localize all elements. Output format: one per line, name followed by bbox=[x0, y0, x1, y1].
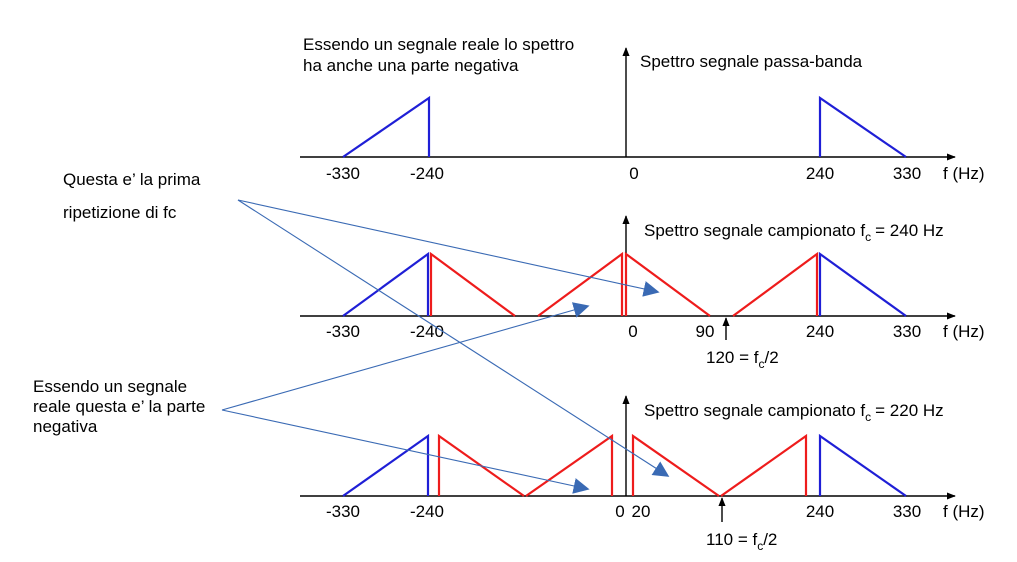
panel-title: Spettro segnale passa-banda bbox=[640, 52, 863, 71]
half-fc-label: 120 = fc/2 bbox=[706, 348, 779, 371]
annotation-text: Essendo un segnale bbox=[33, 377, 187, 396]
replica-triangle bbox=[624, 251, 711, 317]
annotation-text: negativa bbox=[33, 417, 98, 436]
axis-unit-label: f (Hz) bbox=[943, 164, 985, 183]
axis-unit-label: f (Hz) bbox=[943, 322, 985, 341]
annotation-negative-part: Essendo un segnale reale questa e’ la pa… bbox=[33, 302, 590, 494]
tick-label: 0 bbox=[615, 502, 624, 521]
replica-triangle bbox=[631, 433, 720, 497]
tick-label: 330 bbox=[893, 164, 921, 183]
tick-label: -240 bbox=[410, 164, 444, 183]
annotation-first-replica: Questa e’ la prima ripetizione di fc bbox=[63, 170, 670, 477]
annotation-arrow bbox=[221, 302, 590, 411]
tick-label: 240 bbox=[806, 502, 834, 521]
annotation-text: Questa e’ la prima bbox=[63, 170, 201, 189]
note-line-2: ha anche una parte negativa bbox=[303, 56, 519, 75]
tick-label: 330 bbox=[893, 502, 921, 521]
tick-label: -330 bbox=[326, 164, 360, 183]
tick-label: 20 bbox=[632, 502, 651, 521]
half-fc-label: 110 = fc/2 bbox=[706, 530, 777, 553]
spectrum-triangle-negative bbox=[342, 433, 430, 497]
annotation-text: reale questa e’ la parte bbox=[33, 397, 205, 416]
replica-triangle bbox=[437, 433, 525, 497]
tick-label: 0 bbox=[628, 322, 637, 341]
tick-label: 240 bbox=[806, 164, 834, 183]
spectrum-triangle-positive bbox=[818, 95, 907, 158]
replica-triangle bbox=[429, 251, 516, 317]
tick-label: -330 bbox=[326, 322, 360, 341]
axis-unit-label: f (Hz) bbox=[943, 502, 985, 521]
tick-label: -330 bbox=[326, 502, 360, 521]
spectrum-triangle-negative bbox=[342, 251, 430, 317]
replica-triangle bbox=[537, 251, 624, 317]
tick-label: 330 bbox=[893, 322, 921, 341]
spectrum-triangle-positive bbox=[818, 433, 907, 497]
annotation-arrow bbox=[237, 199, 660, 297]
annotation-arrow bbox=[237, 199, 670, 477]
replica-triangle bbox=[525, 433, 614, 497]
panel-title: Spettro segnale campionato fc = 240 Hz bbox=[644, 221, 944, 244]
tick-label: 90 bbox=[696, 322, 715, 341]
replica-triangle bbox=[732, 251, 819, 317]
panel-sampled-240: Spettro segnale campionato fc = 240 Hz -3… bbox=[300, 215, 985, 371]
tick-label: -240 bbox=[410, 322, 444, 341]
replica-triangle bbox=[720, 433, 808, 497]
panel-bandpass: Spettro segnale passa-banda Essendo un s… bbox=[300, 35, 985, 183]
tick-label: 0 bbox=[629, 164, 638, 183]
tick-label: -240 bbox=[410, 502, 444, 521]
spectrum-triangle-positive bbox=[818, 251, 907, 317]
panel-title: Spettro segnale campionato fc = 220 Hz bbox=[644, 401, 944, 424]
note-line-1: Essendo un segnale reale lo spettro bbox=[303, 35, 574, 54]
annotation-arrow bbox=[221, 409, 590, 494]
tick-label: 240 bbox=[806, 322, 834, 341]
spectrum-triangle-negative bbox=[342, 95, 431, 158]
annotation-text: ripetizione di fc bbox=[63, 203, 177, 222]
panel-sampled-220: Spettro segnale campionato fc = 220 Hz -3… bbox=[300, 395, 985, 553]
